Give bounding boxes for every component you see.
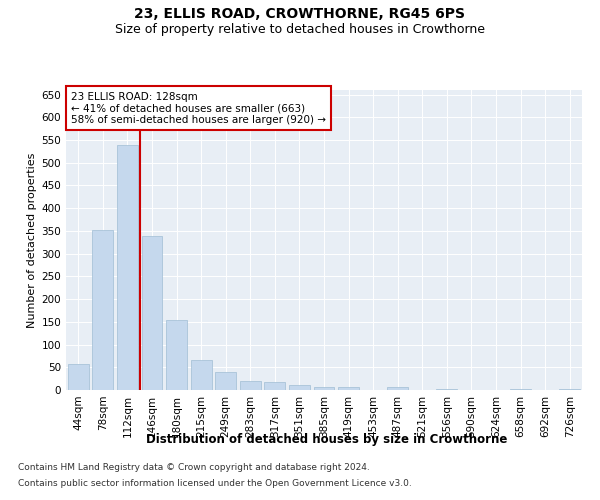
Bar <box>436 388 457 390</box>
Bar <box>314 388 334 390</box>
Bar <box>338 387 359 390</box>
Bar <box>265 382 286 390</box>
Bar <box>240 381 261 390</box>
Bar <box>92 230 113 390</box>
Text: 23 ELLIS ROAD: 128sqm
← 41% of detached houses are smaller (663)
58% of semi-det: 23 ELLIS ROAD: 128sqm ← 41% of detached … <box>71 92 326 124</box>
Text: 23, ELLIS ROAD, CROWTHORNE, RG45 6PS: 23, ELLIS ROAD, CROWTHORNE, RG45 6PS <box>134 8 466 22</box>
Text: Contains HM Land Registry data © Crown copyright and database right 2024.: Contains HM Land Registry data © Crown c… <box>18 464 370 472</box>
Bar <box>142 236 163 390</box>
Bar <box>166 320 187 390</box>
Bar <box>117 144 138 390</box>
Bar <box>510 388 531 390</box>
Bar <box>191 360 212 390</box>
Text: Distribution of detached houses by size in Crowthorne: Distribution of detached houses by size … <box>146 432 508 446</box>
Text: Contains public sector information licensed under the Open Government Licence v3: Contains public sector information licen… <box>18 478 412 488</box>
Bar <box>559 388 580 390</box>
Bar <box>289 386 310 390</box>
Bar <box>68 364 89 390</box>
Bar <box>215 372 236 390</box>
Y-axis label: Number of detached properties: Number of detached properties <box>27 152 37 328</box>
Text: Size of property relative to detached houses in Crowthorne: Size of property relative to detached ho… <box>115 22 485 36</box>
Bar <box>387 387 408 390</box>
